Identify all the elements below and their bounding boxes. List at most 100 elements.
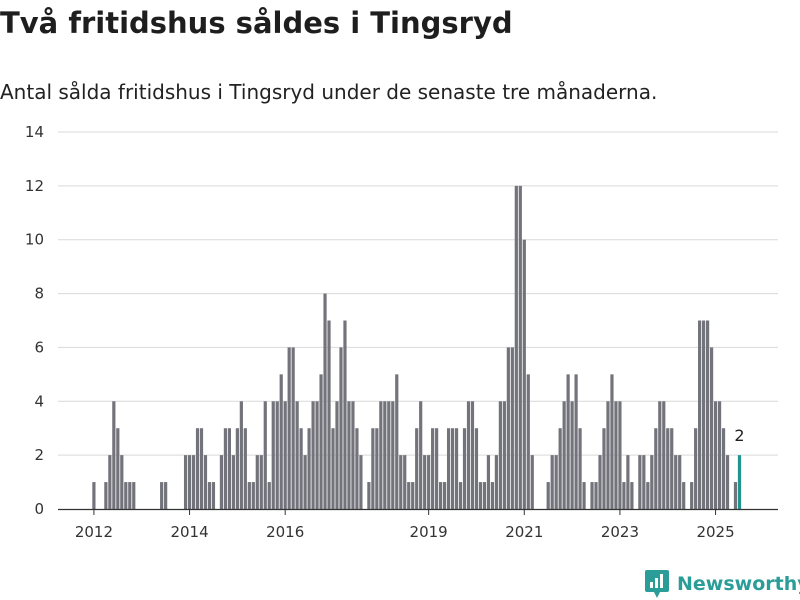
bar bbox=[371, 428, 375, 509]
bar bbox=[490, 482, 495, 509]
bar bbox=[442, 482, 447, 509]
bar bbox=[223, 428, 228, 509]
bar bbox=[255, 455, 259, 509]
newsworthy-logo-icon bbox=[645, 570, 669, 598]
bar bbox=[733, 482, 738, 509]
bar bbox=[702, 320, 706, 509]
bar bbox=[279, 374, 283, 509]
bar bbox=[251, 482, 255, 509]
bar bbox=[403, 455, 407, 509]
bar bbox=[295, 401, 299, 509]
bar bbox=[319, 374, 323, 509]
bar bbox=[195, 428, 200, 509]
y-tick-label: 6 bbox=[34, 338, 44, 356]
bar bbox=[618, 401, 622, 509]
bar bbox=[606, 401, 610, 509]
bar bbox=[347, 401, 351, 509]
bar bbox=[267, 482, 271, 509]
bar bbox=[423, 455, 427, 509]
bar bbox=[203, 455, 208, 509]
bar bbox=[610, 374, 614, 509]
y-tick-label: 2 bbox=[34, 446, 44, 464]
bar bbox=[594, 482, 598, 509]
bar bbox=[199, 428, 204, 509]
bar bbox=[132, 482, 136, 509]
bar bbox=[626, 455, 630, 509]
bar bbox=[522, 239, 526, 509]
bars bbox=[92, 185, 742, 509]
bar bbox=[231, 455, 235, 509]
bar bbox=[550, 455, 554, 509]
bar bbox=[566, 374, 570, 509]
bar bbox=[164, 482, 168, 509]
bar bbox=[435, 428, 439, 509]
bar bbox=[598, 455, 602, 509]
chart-title: Två fritidshus såldes i Tingsryd bbox=[0, 6, 513, 40]
bar bbox=[562, 401, 566, 509]
bar bbox=[650, 455, 654, 509]
bar bbox=[670, 428, 674, 509]
bar bbox=[399, 455, 403, 509]
bar bbox=[271, 401, 275, 509]
bar bbox=[725, 455, 730, 509]
bar bbox=[387, 401, 391, 509]
bar bbox=[526, 374, 530, 509]
bar bbox=[183, 455, 188, 509]
bar bbox=[395, 374, 399, 509]
bar bbox=[713, 401, 718, 509]
y-tick-label: 14 bbox=[25, 123, 44, 141]
bar bbox=[482, 482, 487, 509]
y-tick-label: 0 bbox=[34, 500, 44, 518]
bar bbox=[323, 293, 327, 509]
bar bbox=[622, 482, 626, 509]
bar bbox=[259, 455, 263, 509]
bar bbox=[299, 428, 303, 509]
bar bbox=[646, 482, 650, 509]
bar bbox=[303, 455, 307, 509]
bar bbox=[666, 428, 670, 509]
bar bbox=[415, 428, 419, 509]
bar bbox=[391, 401, 395, 509]
bar bbox=[211, 482, 216, 509]
bar bbox=[694, 428, 698, 509]
bar bbox=[383, 401, 387, 509]
bar bbox=[307, 428, 311, 509]
gridlines bbox=[58, 131, 778, 456]
bar bbox=[658, 401, 662, 509]
bar bbox=[335, 401, 339, 509]
y-axis: 0 2 4 6 8 10 12 14 bbox=[25, 123, 44, 518]
bar bbox=[120, 455, 124, 509]
bar bbox=[191, 455, 196, 509]
bar bbox=[427, 455, 431, 509]
bar bbox=[351, 401, 355, 509]
bar bbox=[283, 401, 287, 509]
y-tick-label: 10 bbox=[25, 231, 44, 249]
bar bbox=[207, 482, 212, 509]
bar bbox=[494, 455, 498, 509]
x-tick-label: 2019 bbox=[410, 523, 448, 541]
chart-subtitle: Antal sålda fritidshus i Tingsryd under … bbox=[0, 80, 658, 104]
bar bbox=[367, 482, 371, 509]
x-axis: 2012 2014 2016 2019 2021 2023 2025 bbox=[58, 508, 778, 541]
bar bbox=[530, 455, 534, 509]
bar bbox=[458, 482, 463, 509]
bar bbox=[654, 428, 658, 509]
x-tick-label: 2016 bbox=[266, 523, 304, 541]
bar bbox=[518, 185, 522, 509]
y-tick-label: 4 bbox=[34, 392, 44, 410]
bar bbox=[243, 428, 247, 509]
bar bbox=[419, 401, 423, 509]
bar-highlight bbox=[737, 455, 742, 509]
bar bbox=[486, 455, 491, 509]
bar bbox=[263, 401, 267, 509]
bar bbox=[227, 428, 231, 509]
bar bbox=[160, 482, 164, 509]
bar bbox=[614, 401, 618, 509]
x-tick-label: 2023 bbox=[601, 523, 639, 541]
bar bbox=[574, 374, 578, 509]
bar bbox=[578, 428, 582, 509]
bar bbox=[678, 455, 682, 509]
newsworthy-logo[interactable]: Newsworthy bbox=[644, 568, 800, 600]
y-tick-label: 8 bbox=[34, 285, 44, 303]
highlight-value-label: 2 bbox=[734, 426, 744, 445]
